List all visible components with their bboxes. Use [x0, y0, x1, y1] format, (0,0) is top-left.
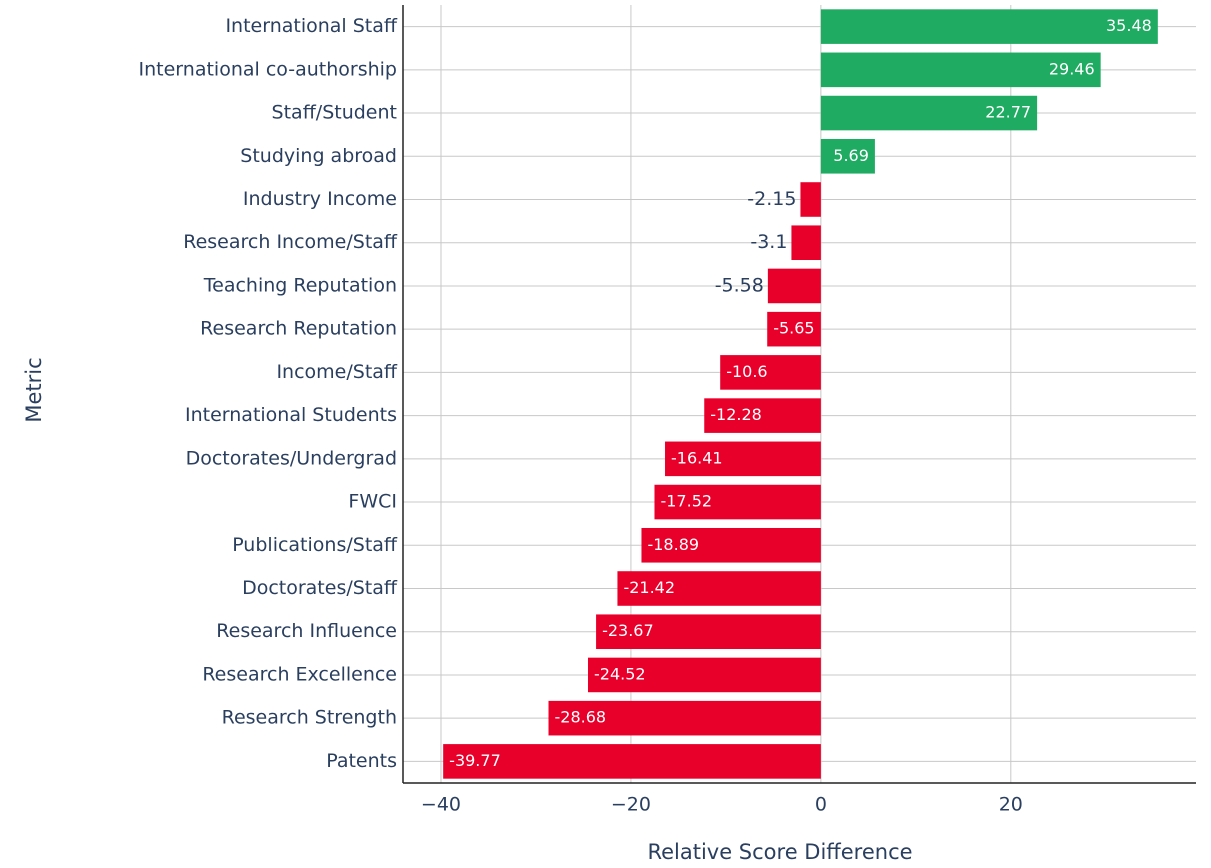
bar — [720, 355, 821, 390]
bar — [665, 441, 821, 477]
x-tick-label: 0 — [815, 794, 827, 816]
data-label: -24.52 — [594, 664, 646, 683]
y-tick-label: Studying abroad — [240, 145, 397, 167]
x-axis-title: Relative Score Difference — [647, 840, 912, 864]
data-label: 35.48 — [1106, 16, 1152, 35]
y-tick-label: Research Income/Staff — [183, 231, 398, 253]
y-tick-label: Income/Staff — [276, 361, 397, 383]
y-tick-label: FWCI — [348, 491, 397, 513]
data-label: -3.1 — [750, 231, 787, 253]
bar — [617, 571, 821, 606]
y-tick-label: International Staff — [225, 15, 397, 37]
y-axis-title: Metric — [22, 357, 46, 422]
data-label: 22.77 — [985, 103, 1031, 122]
bar — [588, 657, 821, 693]
bar — [654, 484, 821, 520]
bar — [548, 700, 821, 736]
data-label: -18.89 — [647, 535, 699, 554]
data-label: -23.67 — [602, 621, 654, 640]
data-label: -28.68 — [554, 708, 606, 727]
bar — [820, 95, 1038, 131]
bar — [767, 268, 821, 304]
data-label: -21.42 — [623, 578, 675, 597]
data-label: -39.77 — [449, 751, 501, 770]
bar — [641, 527, 821, 563]
y-tick-label: International co-authorship — [139, 58, 397, 80]
bar — [791, 225, 821, 261]
bar — [820, 52, 1101, 88]
data-label: 29.46 — [1049, 59, 1095, 78]
data-label: -5.65 — [773, 319, 814, 338]
bar — [596, 614, 821, 650]
y-tick-label: Teaching Reputation — [203, 274, 397, 296]
y-tick-label: Research Strength — [222, 707, 397, 729]
y-tick-label: International Students — [185, 404, 397, 426]
data-label: -5.58 — [715, 274, 764, 296]
bar — [443, 744, 821, 779]
data-label: 5.69 — [833, 146, 869, 165]
y-tick-label: Research Reputation — [200, 318, 397, 340]
data-label: -2.15 — [747, 188, 796, 210]
y-tick-label: Research Excellence — [202, 663, 397, 685]
y-tick-label: Patents — [326, 750, 397, 772]
y-tick-label: Staff/Student — [272, 102, 397, 124]
x-tick-label: 20 — [999, 794, 1023, 816]
bar — [800, 182, 821, 217]
y-tick-label: Publications/Staff — [232, 534, 398, 556]
y-tick-label: Industry Income — [243, 188, 397, 210]
data-label: -16.41 — [671, 448, 723, 467]
bar — [704, 398, 821, 433]
x-tick-label: −20 — [611, 794, 651, 816]
data-label: -10.6 — [726, 362, 767, 381]
y-tick-label: Doctorates/Staff — [242, 577, 398, 599]
bar — [820, 138, 875, 174]
bar — [820, 9, 1158, 44]
bar — [767, 311, 821, 347]
data-label: -12.28 — [710, 405, 762, 424]
y-tick-label: Research Influence — [216, 620, 397, 642]
y-tick-label: Doctorates/Undergrad — [186, 447, 397, 469]
data-label: -17.52 — [660, 492, 712, 511]
x-tick-label: −40 — [421, 794, 461, 816]
